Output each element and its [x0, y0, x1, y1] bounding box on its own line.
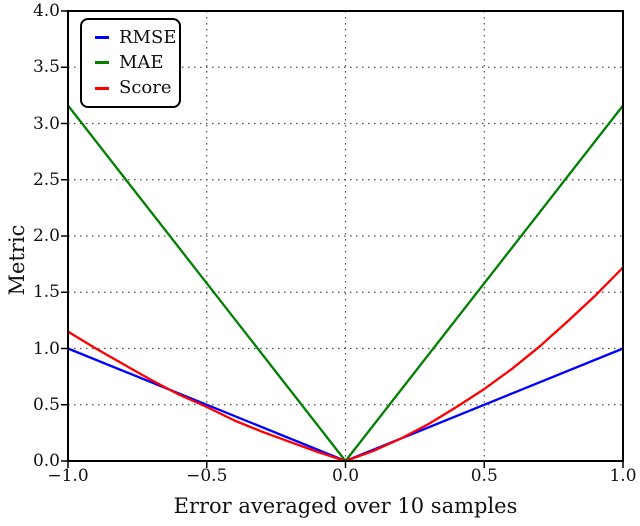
y-tick-label: 4.0	[32, 1, 60, 21]
x-tick-label: −1.0	[47, 466, 89, 486]
legend-item-score: Score	[95, 79, 175, 97]
mae-line-sample	[95, 61, 109, 65]
legend-item-rmse: RMSE	[95, 26, 177, 48]
x-tick-label: 0.0	[331, 466, 360, 486]
x-tick-label: 0.5	[470, 466, 498, 486]
y-tick-label: 2.0	[32, 226, 60, 246]
y-tick-label: 0.5	[32, 394, 60, 415]
rmse-line-sample	[95, 36, 109, 40]
legend: RMSE MAE Score	[80, 18, 181, 108]
y-tick-label: 2.5	[32, 169, 60, 190]
y-tick-label: 1.0	[32, 338, 60, 359]
legend-label-score: Score	[119, 77, 172, 99]
y-tick-label: 3.5	[32, 57, 60, 78]
x-tick-label: −0.5	[186, 466, 228, 486]
x-tick-label: 1.0	[609, 466, 637, 486]
legend-item-mae: MAE	[95, 51, 175, 73]
legend-label-mae: MAE	[119, 51, 164, 73]
legend-label-rmse: RMSE	[119, 26, 177, 48]
y-tick-label: 0.0	[32, 451, 60, 471]
score-line-sample	[95, 86, 109, 90]
x-axis-label: Error averaged over 10 samples	[173, 494, 518, 518]
y-tick-label: 1.5	[32, 282, 60, 303]
y-tick-label: 3.0	[32, 113, 60, 134]
